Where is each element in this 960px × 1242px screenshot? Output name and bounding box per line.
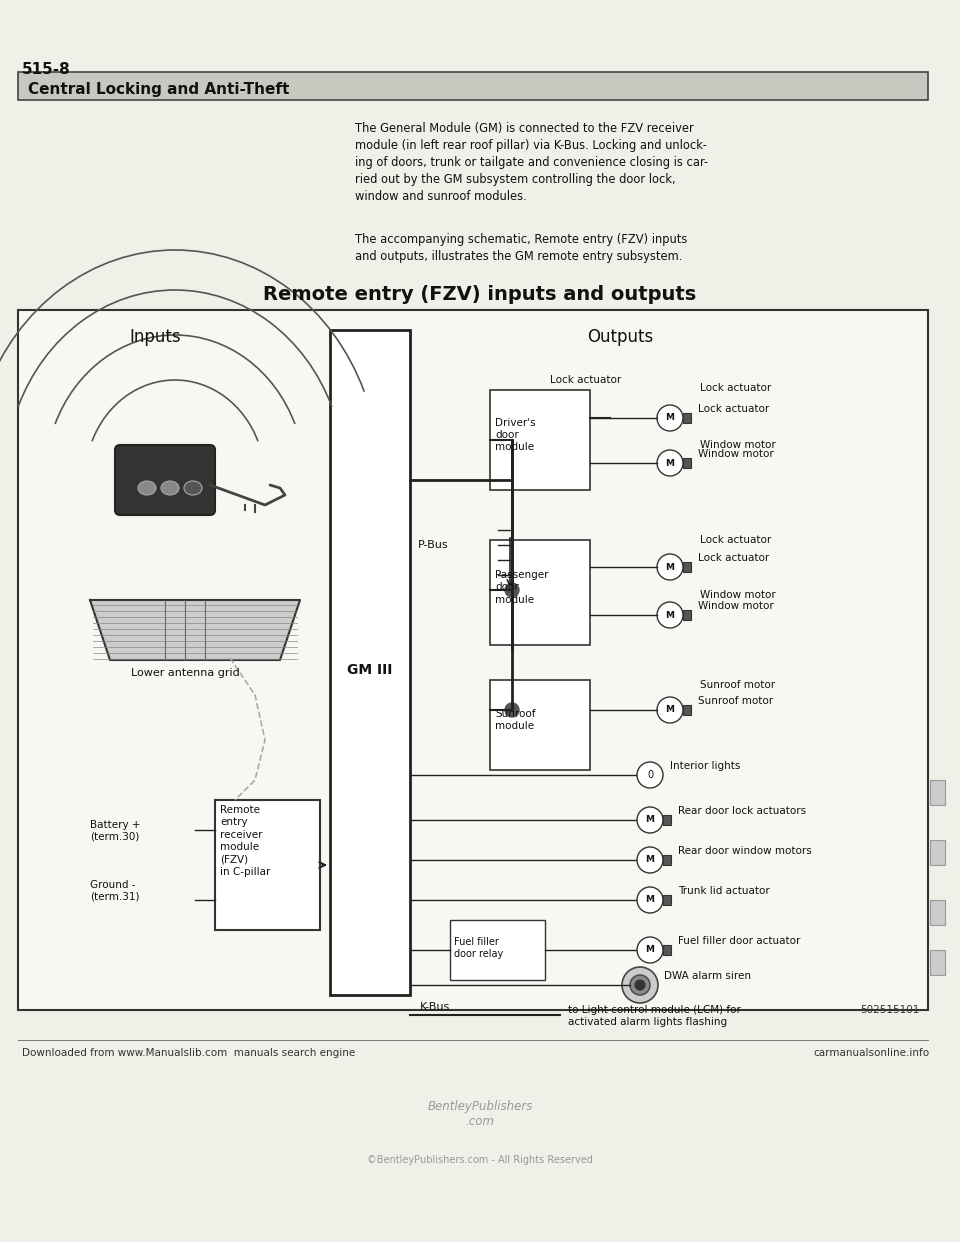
Text: Window motor: Window motor [700,440,776,450]
Text: Rear door lock actuators: Rear door lock actuators [678,806,806,816]
Text: Battery +
(term.30): Battery + (term.30) [90,820,140,842]
Text: Central Locking and Anti-Theft: Central Locking and Anti-Theft [28,82,289,97]
Text: M: M [665,611,675,620]
Text: The General Module (GM) is connected to the FZV receiver
module (in left rear ro: The General Module (GM) is connected to … [355,122,708,202]
Circle shape [657,697,683,723]
Ellipse shape [184,481,202,496]
Bar [683,414,691,424]
Text: M: M [665,414,675,422]
Bar [490,681,590,770]
Bar [490,390,590,491]
Text: M: M [645,895,655,904]
Circle shape [657,405,683,431]
Circle shape [622,968,658,1004]
Text: Sunroof motor: Sunroof motor [698,696,773,705]
Bar [930,780,945,805]
Circle shape [637,887,663,913]
Circle shape [637,847,663,873]
FancyBboxPatch shape [115,445,215,515]
Text: Window motor: Window motor [700,590,776,600]
Text: 0: 0 [647,770,653,780]
Text: M: M [645,856,655,864]
Text: GM III: GM III [348,663,393,677]
Bar [450,920,545,980]
Bar [683,610,691,620]
Circle shape [637,807,663,833]
Circle shape [505,582,519,597]
Text: 515-8: 515-8 [22,62,71,77]
Circle shape [657,450,683,476]
Polygon shape [90,600,300,660]
Text: Window motor: Window motor [698,601,774,611]
Text: Lower antenna grid: Lower antenna grid [131,668,239,678]
Text: Lock actuator: Lock actuator [550,375,621,385]
Text: Fuel filler door actuator: Fuel filler door actuator [678,936,801,946]
Bar [663,854,671,864]
Bar [663,895,671,905]
Text: Inputs: Inputs [130,328,180,347]
Text: Ground -
(term.31): Ground - (term.31) [90,881,139,902]
Circle shape [637,936,663,963]
Text: K-Bus: K-Bus [420,1002,450,1012]
Text: Lock actuator: Lock actuator [700,535,771,545]
Bar [330,330,410,995]
Text: The accompanying schematic, Remote entry (FZV) inputs
and outputs, illustrates t: The accompanying schematic, Remote entry… [355,233,687,263]
Text: carmanualsonline.info: carmanualsonline.info [814,1048,930,1058]
Text: Driver's
door
module: Driver's door module [495,417,536,452]
Circle shape [657,554,683,580]
Text: Remote
entry
receiver
module
(FZV)
in C-pillar: Remote entry receiver module (FZV) in C-… [220,805,271,877]
Bar [930,840,945,864]
Text: Outputs: Outputs [587,328,653,347]
Text: Lock actuator: Lock actuator [698,404,769,414]
Text: BentleyPublishers
.com: BentleyPublishers .com [427,1100,533,1128]
Bar [663,815,671,825]
Bar [490,540,590,645]
Text: Passenger
door
module: Passenger door module [495,570,548,605]
Bar [683,561,691,573]
Text: Remote entry (FZV) inputs and outputs: Remote entry (FZV) inputs and outputs [263,284,697,304]
Text: Interior lights: Interior lights [670,761,740,771]
Text: M: M [665,563,675,571]
Text: Trunk lid actuator: Trunk lid actuator [678,886,770,895]
Text: Lock actuator: Lock actuator [698,553,769,563]
Text: P-Bus: P-Bus [418,540,448,550]
Text: M: M [665,458,675,467]
Ellipse shape [138,481,156,496]
Circle shape [635,980,645,990]
Text: DWA alarm siren: DWA alarm siren [664,971,751,981]
Bar [930,950,945,975]
Text: M: M [645,945,655,955]
Bar [683,458,691,468]
Bar [18,72,928,101]
Text: Sunroof motor: Sunroof motor [700,681,775,691]
Text: 502515101: 502515101 [860,1005,920,1015]
Text: Sunroof
module: Sunroof module [495,709,536,732]
Text: Rear door window motors: Rear door window motors [678,846,812,856]
Text: ©BentleyPublishers.com - All Rights Reserved: ©BentleyPublishers.com - All Rights Rese… [367,1155,593,1165]
Circle shape [657,602,683,628]
Bar [18,310,928,1010]
Text: Lock actuator: Lock actuator [700,383,771,392]
Text: M: M [665,705,675,714]
Circle shape [630,975,650,995]
Text: Downloaded from www.Manualslib.com  manuals search engine: Downloaded from www.Manualslib.com manua… [22,1048,355,1058]
Bar [930,900,945,925]
Text: to Light control module (LCM) for
activated alarm lights flashing: to Light control module (LCM) for activa… [568,1005,741,1027]
Bar [683,705,691,715]
Circle shape [505,548,519,561]
Bar [215,800,320,930]
Circle shape [637,763,663,787]
Text: Fuel filler
door relay: Fuel filler door relay [454,936,503,959]
Text: Window motor: Window motor [698,450,774,460]
Ellipse shape [161,481,179,496]
Circle shape [505,703,519,717]
Bar [663,945,671,955]
Text: M: M [645,816,655,825]
